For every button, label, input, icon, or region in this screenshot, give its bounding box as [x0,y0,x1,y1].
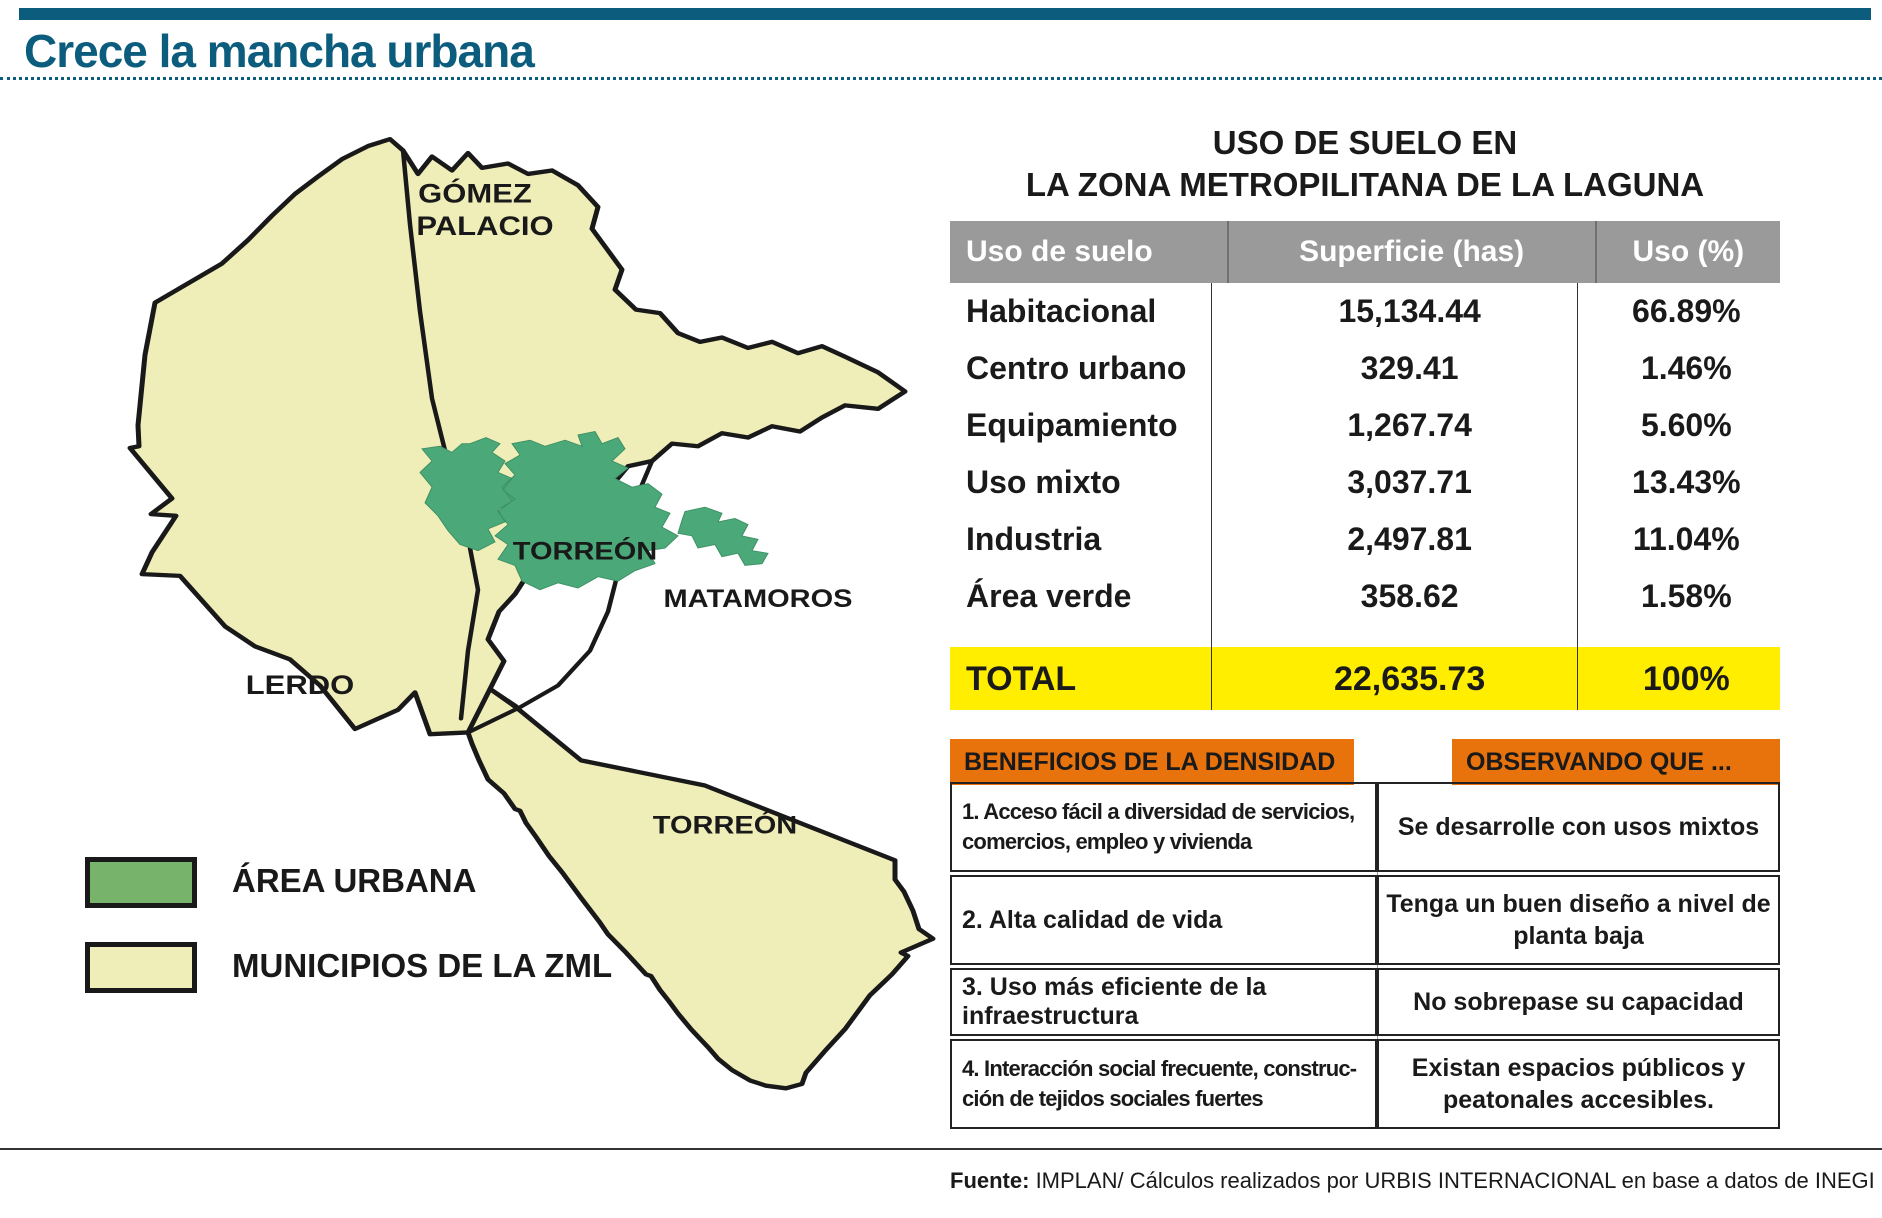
svg-text:TORREÓN: TORREÓN [513,536,657,565]
svg-text:TORREÓN: TORREÓN [653,810,797,839]
svg-text:MATAMOROS: MATAMOROS [664,584,853,613]
svg-text:GÓMEZ: GÓMEZ [418,178,532,210]
svg-text:LERDO: LERDO [246,671,354,701]
svg-text:PALACIO: PALACIO [416,212,553,242]
